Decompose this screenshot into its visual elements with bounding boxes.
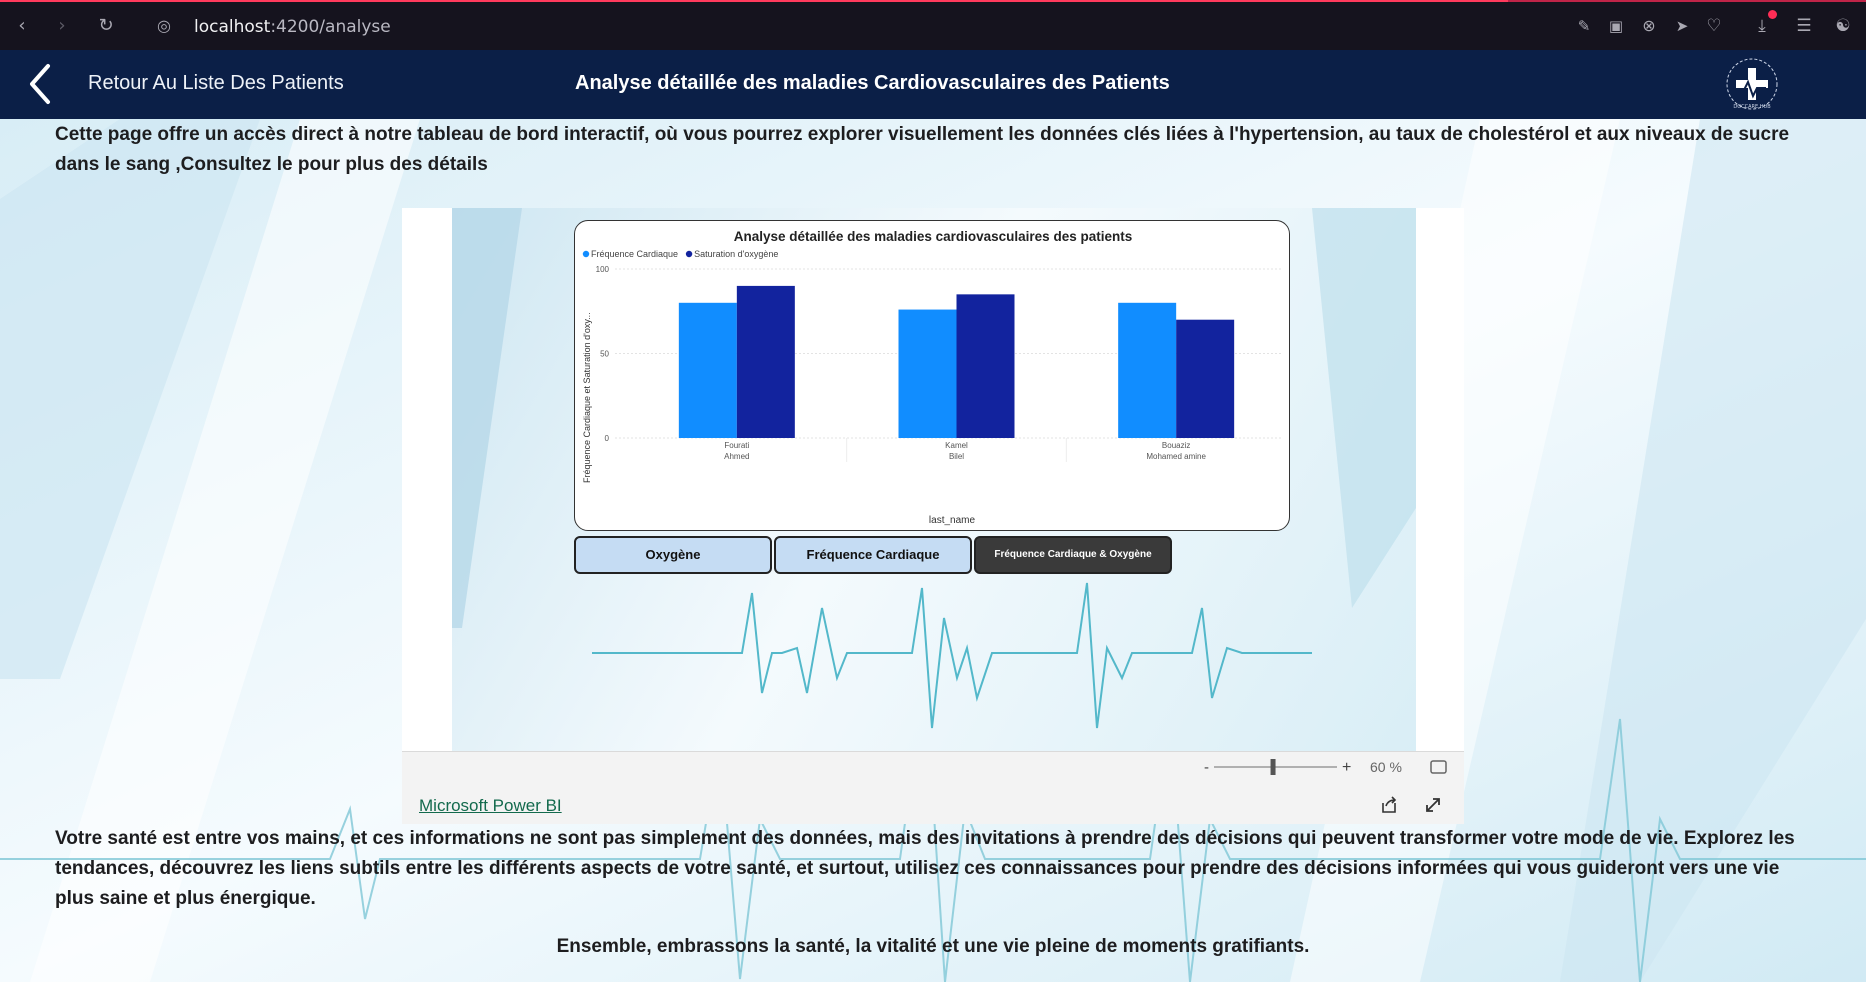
x-tick-label: Bilel	[949, 452, 964, 461]
doccare-logo: DOCCARE HUB	[1726, 58, 1778, 110]
page-load-progress	[0, 0, 1508, 2]
y-axis-ticks: 0 50 100	[596, 265, 610, 443]
closing-sentence: Ensemble, embrassons la santé, la vitali…	[556, 936, 1310, 957]
zoom-controls: - + 60 %	[1204, 759, 1447, 776]
logo-text: DOCCARE HUB	[1733, 104, 1771, 110]
x-tick-label: Fourati	[724, 441, 749, 450]
outro-paragraph: Votre santé est entre vos mains, et ces …	[55, 828, 1795, 909]
report-background	[452, 208, 1416, 729]
close-circle-icon[interactable]: ⊗	[1642, 16, 1656, 35]
legend-marker	[582, 250, 590, 258]
app-header: Retour Au Liste Des Patients Analyse dét…	[0, 50, 1866, 119]
report-button-1[interactable]: Fréquence Cardiaque	[774, 536, 972, 574]
bar-1-0[interactable]	[736, 285, 795, 438]
x-tick-label: Bouaziz	[1162, 441, 1190, 450]
download-icon[interactable]: ⤓	[1758, 16, 1766, 36]
y-tick-label: 0	[605, 434, 610, 443]
url-path: :4200/analyse	[270, 17, 391, 37]
chart-title: Analyse détaillée des maladies cardiovas…	[734, 229, 1132, 244]
powerbi-embed[interactable]: Analyse détaillée des maladies cardiovas…	[402, 208, 1464, 824]
powerbi-link[interactable]: Microsoft Power BI	[419, 796, 562, 815]
report-button-2[interactable]: Fréquence Cardiaque & Oxygène	[974, 536, 1172, 574]
report-button-0[interactable]: Oxygène	[574, 536, 772, 574]
y-tick-label: 100	[596, 265, 610, 274]
x-tick-label: Mohamed amine	[1146, 452, 1206, 461]
heart-icon[interactable]: ♡	[1706, 16, 1722, 36]
zoom-level: 60 %	[1370, 759, 1402, 775]
send-icon[interactable]: ➤	[1675, 17, 1689, 35]
chart-legend: Fréquence Cardiaque Saturation d'oxygène	[582, 249, 778, 259]
report-filter-buttons: Oxygène Fréquence Cardiaque Fréquence Card…	[574, 536, 1290, 574]
intro-paragraph: Cette page offre un accès direct à notre…	[55, 124, 1790, 175]
powerbi-report-canvas[interactable]: Analyse détaillée des maladies cardiovas…	[452, 208, 1416, 751]
bar-0-0[interactable]	[678, 302, 737, 438]
embed-footer: - + 60 % Microsoft Power BI	[402, 751, 1464, 824]
zoom-slider-thumb[interactable]	[1270, 759, 1276, 775]
zoom-in-button[interactable]: +	[1342, 759, 1351, 776]
accessibility-icon[interactable]: ☯	[1835, 16, 1851, 36]
browser-toolbar: ‹ › ↻ ◎ localhost:4200/analyse ✎ ▣ ⊗ ➤ ♡…	[0, 0, 1866, 50]
y-tick-label: 50	[600, 350, 609, 359]
back-chevron-icon[interactable]	[26, 62, 56, 106]
page-title: Analyse détaillée des maladies Cardiovas…	[575, 72, 1170, 94]
fit-to-page-icon[interactable]	[1430, 760, 1447, 774]
chart-bars	[678, 285, 1235, 438]
fullscreen-icon[interactable]	[1424, 796, 1442, 814]
back-icon[interactable]: ‹	[18, 15, 26, 36]
x-tick-label: Ahmed	[724, 452, 749, 461]
y-axis-label: Fréquence Cardiaque et Saturation d'oxy.…	[582, 312, 592, 483]
camera-icon[interactable]: ▣	[1608, 17, 1624, 35]
reload-icon[interactable]: ↻	[98, 15, 114, 36]
download-notification-dot	[1768, 10, 1777, 19]
site-info-icon[interactable]: ◎	[157, 16, 171, 35]
bar-1-1[interactable]	[956, 294, 1015, 438]
back-to-patients-link[interactable]: Retour Au Liste Des Patients	[88, 72, 344, 94]
share-icon[interactable]	[1380, 796, 1398, 814]
settings-icon[interactable]: ☰	[1796, 16, 1812, 36]
url-host: localhost	[194, 17, 271, 37]
address-bar[interactable]: localhost:4200/analyse	[194, 17, 391, 37]
bar-0-2[interactable]	[1118, 302, 1177, 438]
legend-marker	[685, 250, 693, 258]
legend-label: Saturation d'oxygène	[694, 249, 778, 259]
legend-label: Fréquence Cardiaque	[591, 249, 678, 259]
x-tick-label: Kamel	[945, 441, 968, 450]
bar-chart-card[interactable]: Analyse détaillée des maladies cardiovas…	[574, 220, 1290, 531]
zoom-out-button[interactable]: -	[1204, 759, 1209, 776]
x-axis-label: last_name	[929, 515, 976, 526]
bar-1-2[interactable]	[1176, 319, 1235, 438]
x-axis-ticks: Fourati Ahmed Kamel Bilel Bouaziz Mohamed ami…	[724, 438, 1207, 462]
bar-chart: Analyse détaillée des maladies cardiovas…	[582, 229, 1281, 526]
bar-0-1[interactable]	[898, 309, 957, 438]
forward-icon[interactable]: ›	[58, 15, 66, 36]
screenshot-edit-icon[interactable]: ✎	[1577, 17, 1591, 35]
